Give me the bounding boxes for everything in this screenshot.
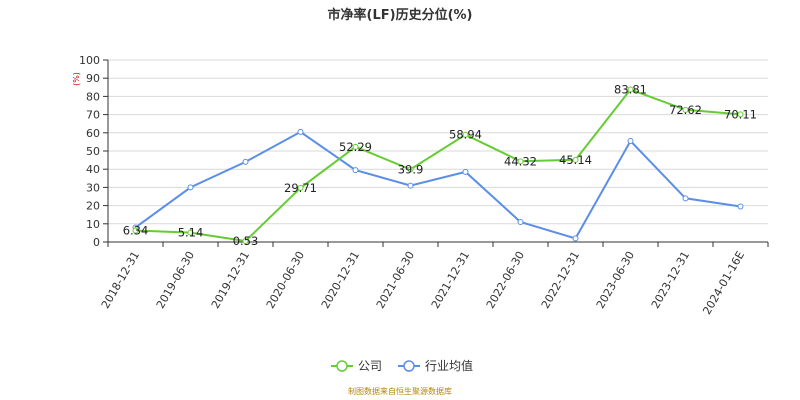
y-tick-label: 50 — [86, 145, 100, 158]
data-label: 83.81 — [614, 82, 647, 96]
y-tick-label: 90 — [86, 72, 100, 85]
x-tick-label: 2020-06-30 — [264, 249, 307, 311]
legend-swatch-marker — [403, 360, 415, 372]
y-tick-label: 80 — [86, 90, 100, 103]
data-point — [517, 158, 524, 165]
data-point — [517, 218, 524, 225]
data-point — [462, 168, 469, 175]
y-tick-label: 70 — [86, 109, 100, 122]
x-tick-label: 2022-12-31 — [539, 249, 582, 311]
data-point — [462, 131, 469, 138]
x-axis-ticks: 2018-12-31 2019-06-30 2019-12-31 2020-06-30… — [99, 242, 769, 317]
data-point — [132, 227, 139, 234]
legend: 公司 行业均值 — [331, 358, 473, 373]
x-tick-label: 2019-06-30 — [154, 249, 197, 311]
x-tick-label: 2020-12-31 — [319, 249, 362, 311]
data-point — [187, 184, 194, 191]
data-label: 58.94 — [449, 128, 482, 142]
data-point — [352, 167, 359, 174]
data-point — [572, 156, 579, 163]
x-tick-label: 2024-01-16E — [700, 249, 747, 317]
data-label: 52.29 — [339, 140, 372, 154]
series-line-1 — [134, 130, 741, 240]
x-tick-label: 2023-06-30 — [594, 249, 637, 311]
legend-label: 公司 — [358, 359, 382, 373]
data-point — [682, 195, 689, 202]
x-tick-label: 2018-12-31 — [99, 249, 142, 311]
data-point — [187, 229, 194, 236]
data-label: 5.14 — [178, 226, 204, 240]
data-point — [627, 86, 634, 93]
data-point — [627, 137, 634, 144]
data-point — [352, 143, 359, 150]
y-tick-label: 40 — [86, 163, 100, 176]
y-tick-label: 30 — [86, 181, 100, 194]
data-point — [737, 111, 744, 118]
y-tick-label: 60 — [86, 127, 100, 140]
data-label: 29.71 — [284, 181, 317, 195]
data-point — [242, 238, 249, 245]
y-axis-unit: (%) — [72, 72, 81, 86]
series-line-0 — [135, 88, 741, 243]
data-label: 45.14 — [559, 153, 592, 167]
grid-lines — [108, 59, 768, 225]
data-point — [407, 182, 414, 189]
data-label: 39.9 — [398, 162, 424, 176]
x-tick-label: 2019-12-31 — [209, 249, 252, 311]
series-points — [132, 86, 744, 245]
y-axis-ticks: 0 10 20 30 40 50 60 70 80 90 100 — [79, 54, 108, 249]
data-point — [242, 158, 249, 165]
y-tick-label: 100 — [79, 54, 100, 67]
source-note: 制图数据来自恒生聚源数据库 — [348, 387, 452, 396]
data-label: 72.62 — [669, 103, 702, 117]
x-tick-label: 2021-12-31 — [429, 249, 472, 311]
series-lines — [134, 88, 741, 243]
data-point — [572, 235, 579, 242]
data-point — [737, 203, 744, 210]
y-tick-label: 10 — [86, 218, 100, 231]
data-label: 6.34 — [123, 223, 149, 237]
chart-title: 市净率(LF)历史分位(%) — [327, 8, 473, 23]
x-tick-label: 2021-06-30 — [374, 249, 417, 311]
y-tick-label: 20 — [86, 200, 100, 213]
legend-swatch-marker — [336, 360, 348, 372]
data-point — [297, 128, 304, 135]
data-point — [297, 184, 304, 191]
legend-label: 行业均值 — [425, 358, 473, 373]
data-labels: 6.34 5.14 0.53 29.71 52.29 39.9 58.94 44.32 45.1… — [123, 82, 757, 248]
x-tick-label: 2022-06-30 — [484, 249, 527, 311]
data-point — [407, 166, 414, 173]
data-label: 44.32 — [504, 154, 537, 168]
y-tick-label: 0 — [93, 236, 100, 249]
data-label: 0.53 — [233, 234, 259, 248]
x-tick-label: 2023-12-31 — [649, 249, 692, 311]
data-point — [682, 106, 689, 113]
data-label: 70.11 — [724, 107, 757, 121]
